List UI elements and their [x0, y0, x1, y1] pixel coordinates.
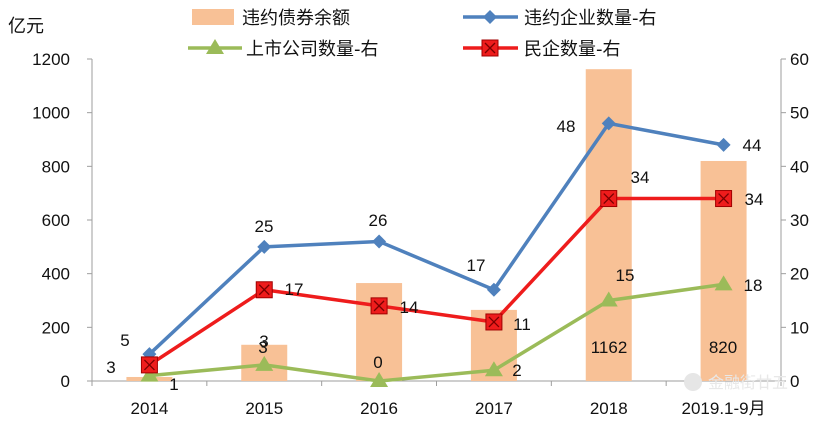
- y-left-tick-label: 800: [42, 157, 70, 176]
- series-value-label: 44: [743, 136, 762, 155]
- bar-value-label: 3: [106, 358, 115, 377]
- legend-label: 违约债券余额: [242, 8, 350, 29]
- square-marker-cross: [603, 193, 615, 204]
- square-marker-cross: [258, 284, 270, 296]
- diamond-marker: [601, 116, 616, 131]
- y-left-tick-label: 200: [42, 318, 70, 337]
- series-value-label: 48: [557, 117, 576, 136]
- series-value-label: 5: [120, 331, 129, 350]
- legend-label: 违约企业数量-右: [524, 8, 657, 29]
- bar-value-label: 1162: [591, 338, 628, 357]
- x-tick-label: 2017: [475, 399, 513, 418]
- x-tick-label: 2019.1-9月: [682, 399, 766, 418]
- y-left-tick-label: 0: [61, 372, 70, 391]
- watermark-text: 金融街廿五: [708, 373, 788, 392]
- watermark: 金融街廿五: [684, 373, 788, 392]
- diamond-marker: [257, 239, 272, 254]
- y-left-tick-label: 1200: [32, 50, 70, 69]
- y-right-tick-label: 50: [790, 104, 809, 123]
- triangle-marker: [370, 372, 389, 387]
- x-tick-label: 2016: [360, 399, 398, 418]
- diamond-marker: [483, 10, 497, 24]
- diamond-marker: [486, 282, 501, 297]
- square-marker-cross: [484, 42, 496, 54]
- y-right-tick-label: 20: [790, 265, 809, 284]
- series-line: [149, 282, 724, 383]
- series-line: [148, 121, 724, 356]
- bar-value-label: 820: [709, 338, 737, 357]
- lines: [140, 116, 733, 387]
- legend-label: 民企数量-右: [524, 39, 621, 60]
- y-right-tick-label: 0: [790, 372, 799, 391]
- series-value-label: 18: [744, 276, 763, 295]
- x-tick-label: 2015: [245, 399, 283, 418]
- y-right-tick-label: 10: [790, 318, 809, 337]
- series-value-label: 15: [616, 266, 635, 285]
- square-marker-cross: [143, 359, 155, 371]
- legend-bar-swatch: [192, 9, 234, 25]
- y-left-tick-label: 1000: [32, 104, 70, 123]
- series-value-label: 3: [259, 332, 268, 351]
- square-marker-cross: [718, 193, 730, 204]
- y-right-tick-label: 30: [790, 211, 809, 230]
- bars: [126, 69, 747, 382]
- x-tick-label: 2018: [590, 399, 628, 418]
- triangle-marker: [206, 39, 224, 54]
- square-marker-cross: [488, 316, 500, 328]
- y-left-tick-label: 400: [42, 265, 70, 284]
- series-value-label: 2: [512, 361, 521, 380]
- bar: [585, 69, 632, 382]
- series-value-label: 34: [745, 190, 764, 209]
- y-left-unit-label: 亿元: [8, 16, 44, 37]
- series-value-label: 26: [369, 211, 388, 230]
- triangle-marker: [484, 361, 503, 377]
- bar-value-label: 3: [258, 338, 267, 357]
- series-value-label: 34: [631, 168, 650, 187]
- watermark-logo-icon: [684, 373, 702, 391]
- y-right-tick-label: 40: [790, 157, 809, 176]
- legend-label: 上市公司数量-右: [246, 39, 379, 60]
- diamond-marker: [372, 234, 387, 249]
- y-right-tick-label: 60: [790, 50, 809, 69]
- series-value-label: 14: [400, 298, 419, 317]
- triangle-marker: [255, 355, 274, 371]
- diamond-marker: [716, 137, 731, 152]
- square-marker-cross: [373, 300, 385, 312]
- series-value-label: 17: [285, 280, 304, 299]
- y-left-tick-label: 600: [42, 211, 70, 230]
- series-value-label: 1: [169, 375, 178, 394]
- triangle-marker: [140, 366, 159, 382]
- triangle-marker: [714, 275, 733, 291]
- series-value-label: 17: [467, 256, 486, 275]
- series-value-label: 11: [513, 315, 531, 334]
- x-tick-label: 2014: [131, 399, 169, 418]
- series-value-label: 25: [255, 217, 274, 236]
- series-value-label: 0: [373, 353, 382, 372]
- series-line: [148, 196, 724, 367]
- triangle-marker: [599, 291, 618, 307]
